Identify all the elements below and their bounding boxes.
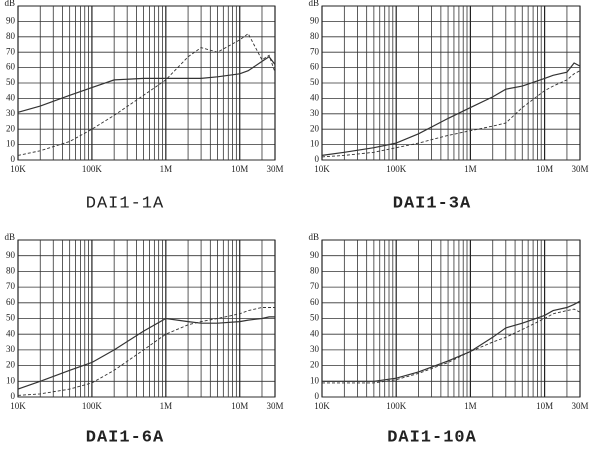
chart-title: DAI1-3A bbox=[393, 194, 471, 213]
y-tick-label: 30 bbox=[6, 344, 16, 354]
y-tick-label: 50 bbox=[6, 77, 16, 87]
x-tick-label: 1M bbox=[160, 164, 173, 174]
y-tick-label: 90 bbox=[6, 250, 16, 260]
chart-title: DAI1-1A bbox=[86, 194, 164, 213]
x-tick-label: 100K bbox=[386, 164, 407, 174]
series-line bbox=[17, 33, 276, 156]
y-tick-label: 80 bbox=[6, 31, 16, 41]
y-tick-label: 70 bbox=[310, 46, 320, 56]
y-tick-label: 10 bbox=[6, 375, 16, 385]
y-tick-label: 20 bbox=[310, 360, 320, 370]
y-tick-label: 60 bbox=[6, 62, 16, 72]
chart-panel: 0 10 20 30 40 50 60 70 80 90 dB 10K 100K 1M 10M 30M DAI1… bbox=[4, 232, 283, 447]
x-tick-label: 30M bbox=[571, 164, 588, 174]
y-tick-label: 20 bbox=[310, 123, 320, 133]
y-tick-label: 30 bbox=[310, 108, 320, 118]
chart-panel: 0 10 20 30 40 50 60 70 80 90 dB 10K 100K 1M 10M 30M DAI1… bbox=[308, 232, 588, 447]
series-line bbox=[322, 300, 581, 382]
series-line bbox=[17, 55, 276, 113]
x-tick-label: 100K bbox=[386, 401, 407, 411]
x-tick-label: 100K bbox=[82, 164, 103, 174]
y-tick-label: 40 bbox=[310, 328, 320, 338]
x-tick-label: 10M bbox=[536, 401, 553, 411]
y-tick-label: 50 bbox=[6, 313, 16, 323]
y-tick-label: 70 bbox=[6, 281, 16, 291]
chart-panel: 0 10 20 30 40 50 60 70 80 90 dB 10K 100K 1M 10M 30M DAI1… bbox=[4, 0, 283, 213]
y-tick-label: 70 bbox=[6, 46, 16, 56]
x-tick-label: 1M bbox=[464, 401, 477, 411]
y-tick-label: 90 bbox=[310, 15, 320, 25]
y-tick-label: 0 bbox=[11, 154, 16, 164]
x-tick-label: 10M bbox=[231, 164, 248, 174]
y-tick-label: 40 bbox=[6, 328, 16, 338]
y-tick-label: 30 bbox=[6, 108, 16, 118]
x-tick-label: 10K bbox=[314, 401, 330, 411]
y-axis-label: dB bbox=[308, 0, 319, 8]
chart-title: DAI1-6A bbox=[86, 428, 164, 447]
x-tick-label: 1M bbox=[160, 401, 173, 411]
series-line bbox=[17, 316, 275, 390]
series-line bbox=[321, 70, 581, 158]
y-tick-label: 40 bbox=[6, 92, 16, 102]
y-tick-label: 60 bbox=[310, 62, 320, 72]
y-axis-label: dB bbox=[308, 232, 319, 242]
x-tick-label: 10M bbox=[536, 164, 553, 174]
chart-panel: 0 10 20 30 40 50 60 70 80 90 dB 10K 100K 1M 10M 30M DAI1… bbox=[308, 0, 588, 213]
x-tick-label: 100K bbox=[82, 401, 103, 411]
y-tick-label: 0 bbox=[11, 391, 16, 401]
chart-title: DAI1-10A bbox=[387, 428, 477, 447]
y-tick-label: 10 bbox=[6, 139, 16, 149]
y-tick-label: 90 bbox=[6, 15, 16, 25]
y-axis-label: dB bbox=[4, 0, 15, 8]
y-tick-label: 50 bbox=[310, 77, 320, 87]
y-tick-label: 0 bbox=[315, 391, 320, 401]
y-axis-label: dB bbox=[4, 232, 15, 242]
y-tick-label: 60 bbox=[6, 297, 16, 307]
x-tick-label: 30M bbox=[266, 164, 283, 174]
y-tick-label: 50 bbox=[310, 313, 320, 323]
x-tick-label: 30M bbox=[266, 401, 283, 411]
series-line bbox=[17, 307, 275, 396]
y-tick-label: 90 bbox=[310, 250, 320, 260]
y-tick-label: 70 bbox=[310, 281, 320, 291]
y-tick-label: 10 bbox=[310, 375, 320, 385]
x-tick-label: 10K bbox=[10, 164, 26, 174]
y-tick-label: 30 bbox=[310, 344, 320, 354]
y-tick-label: 20 bbox=[6, 123, 16, 133]
y-tick-label: 80 bbox=[310, 31, 320, 41]
y-tick-label: 80 bbox=[6, 265, 16, 275]
series-line bbox=[321, 62, 581, 156]
x-tick-label: 10K bbox=[314, 164, 330, 174]
y-tick-label: 0 bbox=[315, 154, 320, 164]
y-tick-label: 40 bbox=[310, 92, 320, 102]
y-tick-label: 60 bbox=[310, 297, 320, 307]
x-tick-label: 30M bbox=[571, 401, 588, 411]
x-tick-label: 10K bbox=[10, 401, 26, 411]
x-tick-label: 10M bbox=[231, 401, 248, 411]
y-tick-label: 20 bbox=[6, 360, 16, 370]
x-tick-label: 1M bbox=[464, 164, 477, 174]
y-tick-label: 10 bbox=[310, 139, 320, 149]
y-tick-label: 80 bbox=[310, 265, 320, 275]
